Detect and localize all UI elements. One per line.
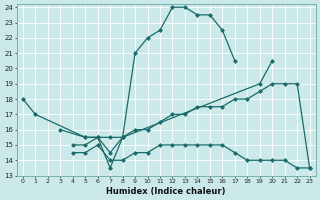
X-axis label: Humidex (Indice chaleur): Humidex (Indice chaleur) [107, 187, 226, 196]
